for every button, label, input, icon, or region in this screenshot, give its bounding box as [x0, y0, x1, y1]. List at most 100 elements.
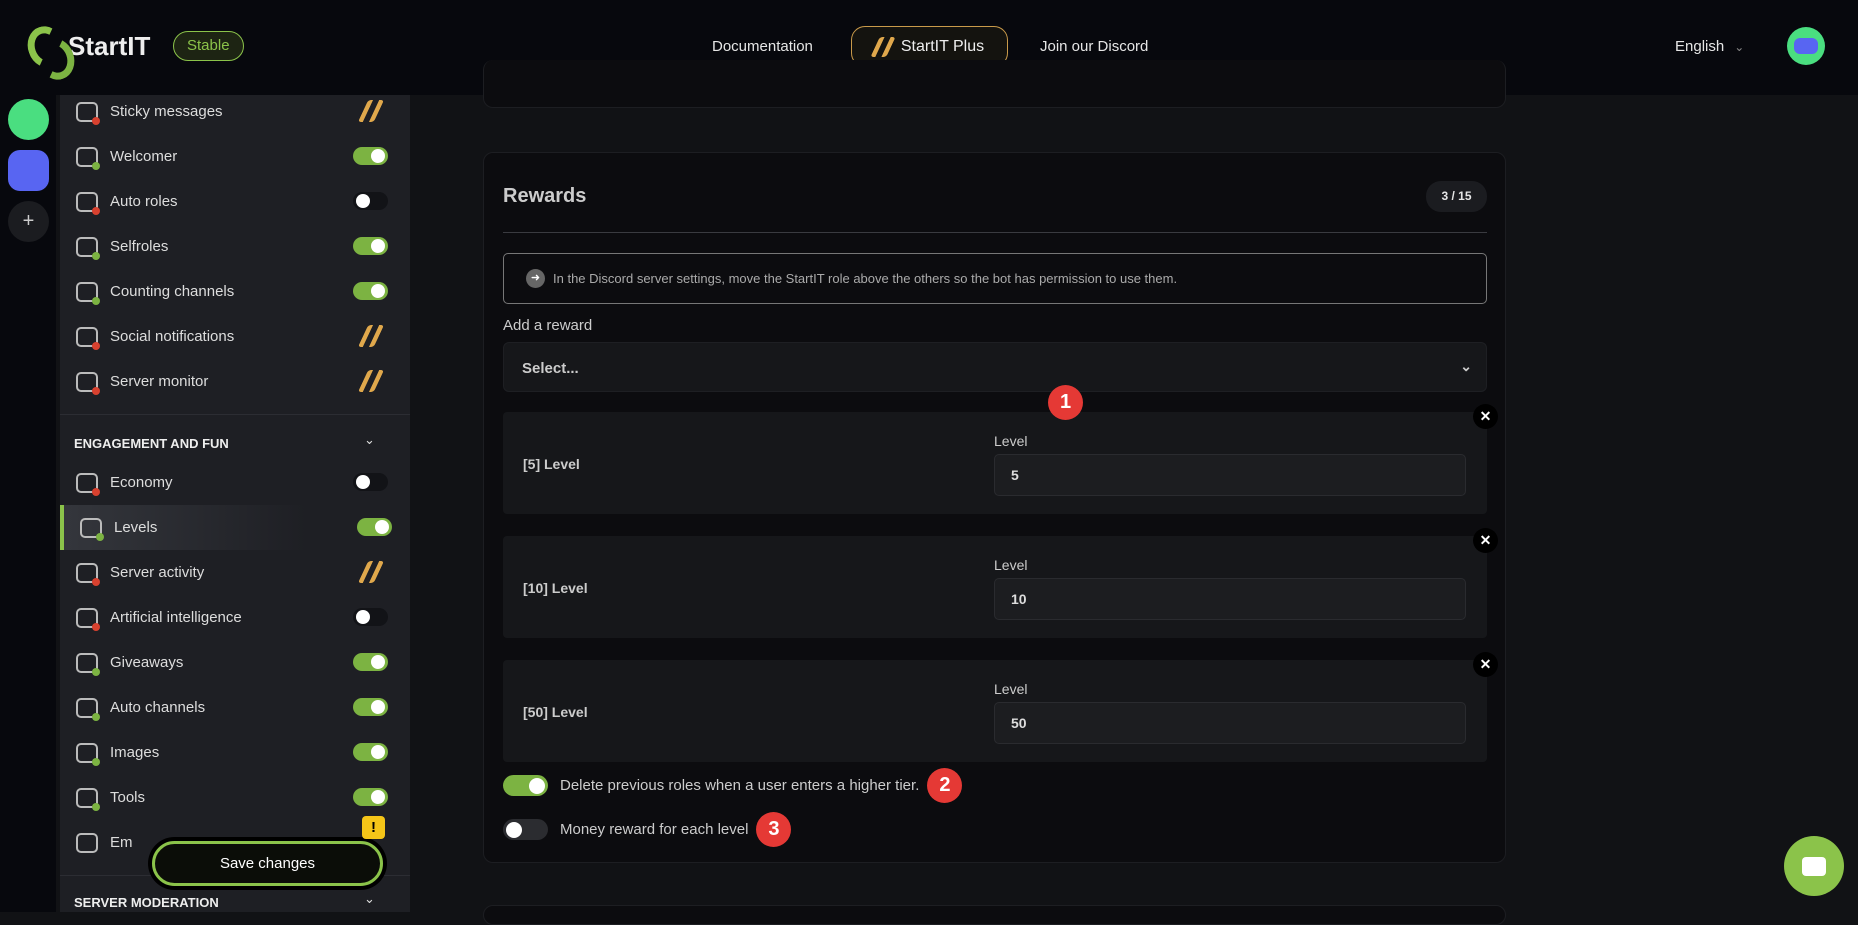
module-toggle[interactable]: [353, 473, 388, 491]
sidebar-item[interactable]: Artificial intelligence: [60, 595, 410, 640]
brand-name: StartIT: [68, 30, 151, 61]
status-dot: [96, 533, 104, 541]
delete-previous-roles-toggle[interactable]: [503, 775, 548, 796]
sidebar-item-label: Selfroles: [110, 238, 169, 255]
level-input[interactable]: 50: [994, 702, 1466, 744]
sidebar-item-label: Giveaways: [110, 654, 184, 671]
module-toggle[interactable]: [353, 788, 388, 806]
premium-icon: [357, 561, 385, 583]
level-label: Level: [994, 557, 1028, 573]
sidebar-item-label: Images: [110, 744, 160, 761]
save-changes-button[interactable]: Save changes: [152, 841, 383, 886]
chat-icon: [1802, 856, 1826, 876]
level-input[interactable]: 5: [994, 454, 1466, 496]
sidebar-item[interactable]: Giveaways: [60, 640, 410, 685]
status-dot: [92, 297, 100, 305]
module-toggle[interactable]: [357, 518, 392, 536]
premium-icon: [357, 370, 385, 392]
user-avatar[interactable]: [1787, 27, 1825, 65]
sidebar-item[interactable]: Em: [60, 820, 410, 865]
module-toggle[interactable]: [353, 147, 388, 165]
status-dot: [92, 623, 100, 631]
add-reward-select[interactable]: Select... ⌄: [503, 342, 1487, 392]
money-reward-toggle[interactable]: [503, 819, 548, 840]
module-icon: [76, 326, 98, 347]
module-icon: [80, 517, 102, 538]
sidebar-item[interactable]: Sticky messages: [60, 95, 410, 134]
delete-previous-roles-row[interactable]: Delete previous roles when a user enters…: [503, 768, 963, 803]
module-icon: [76, 146, 98, 167]
module-toggle[interactable]: [353, 192, 388, 210]
sidebar-item[interactable]: Selfroles: [60, 224, 410, 269]
annotation-marker: 2: [927, 768, 963, 803]
section-engagement[interactable]: ENGAGEMENT AND FUN: [74, 436, 229, 451]
rewards-card: Rewards 3 / 15 ➜ In the Discord server se…: [483, 152, 1506, 863]
divider: [503, 232, 1487, 233]
nav-documentation[interactable]: Documentation: [712, 38, 813, 55]
chevron-down-icon[interactable]: ⌄: [364, 891, 375, 906]
section-moderation[interactable]: SERVER MODERATION: [74, 895, 219, 910]
sidebar-item[interactable]: Tools: [60, 775, 410, 820]
module-toggle[interactable]: [353, 698, 388, 716]
nav-discord[interactable]: Join our Discord: [1040, 38, 1149, 55]
discord-avatar-icon: [1794, 38, 1818, 54]
sidebar-item-label: Auto roles: [110, 193, 178, 210]
sidebar-item[interactable]: Auto roles: [60, 179, 410, 224]
module-icon: [76, 191, 98, 212]
money-reward-label: Money reward for each level: [560, 821, 749, 838]
sidebar-item-label: Tools: [110, 789, 146, 806]
module-icon: [76, 832, 98, 853]
language-label: English: [1675, 38, 1725, 55]
delete-previous-roles-label: Delete previous roles when a user enters…: [560, 777, 920, 794]
sidebar-item[interactable]: Images: [60, 730, 410, 775]
sidebar-item[interactable]: Levels: [60, 505, 410, 550]
sidebar-item[interactable]: Welcomer: [60, 134, 410, 179]
server-icon-startit[interactable]: [8, 99, 49, 140]
module-icon: [76, 607, 98, 628]
chevron-down-icon: ⌄: [1460, 358, 1472, 374]
status-dot: [92, 668, 100, 676]
chat-button[interactable]: [1784, 836, 1844, 896]
chevron-down-icon[interactable]: ⌄: [364, 432, 375, 447]
module-toggle[interactable]: [353, 237, 388, 255]
remove-reward-close-icon[interactable]: ✕: [1473, 652, 1498, 677]
remove-reward-close-icon[interactable]: ✕: [1473, 528, 1498, 553]
module-icon: [76, 697, 98, 718]
sidebar-item[interactable]: Server monitor: [60, 359, 410, 404]
status-dot: [92, 578, 100, 586]
module-icon: [76, 652, 98, 673]
server-rail: +: [0, 95, 56, 912]
level-input[interactable]: 10: [994, 578, 1466, 620]
premium-icon: [870, 36, 896, 57]
module-toggle[interactable]: [353, 743, 388, 761]
sidebar: Sticky messages Welcomer Auto roles Selfrol…: [60, 95, 410, 912]
info-text: In the Discord server settings, move the…: [553, 271, 1178, 286]
add-server-icon[interactable]: +: [8, 201, 49, 242]
module-icon: [76, 472, 98, 493]
module-toggle[interactable]: [353, 608, 388, 626]
sidebar-item-label: Sticky messages: [110, 103, 223, 120]
status-dot: [92, 713, 100, 721]
reward-item: [10] Level Level 10 ✕: [503, 528, 1498, 638]
sidebar-item-label: Counting channels: [110, 283, 235, 300]
sidebar-item[interactable]: Economy: [60, 460, 410, 505]
status-dot: [92, 488, 100, 496]
sidebar-item-label: Welcomer: [110, 148, 178, 165]
logo[interactable]: StartIT: [28, 26, 150, 66]
remove-reward-close-icon[interactable]: ✕: [1473, 404, 1498, 429]
sidebar-item[interactable]: Auto channels: [60, 685, 410, 730]
module-toggle[interactable]: [353, 653, 388, 671]
server-icon-active[interactable]: [8, 150, 49, 191]
sidebar-item[interactable]: Counting channels: [60, 269, 410, 314]
money-reward-row[interactable]: Money reward for each level 3: [503, 812, 792, 847]
status-dot: [92, 387, 100, 395]
module-toggle[interactable]: [353, 282, 388, 300]
arrow-right-icon: ➜: [526, 269, 545, 288]
sidebar-item[interactable]: Social notifications: [60, 314, 410, 359]
module-icon: [76, 562, 98, 583]
sidebar-item[interactable]: Server activity: [60, 550, 410, 595]
status-dot: [92, 803, 100, 811]
reward-name: [5] Level: [523, 456, 580, 472]
sidebar-item-label: Artificial intelligence: [110, 609, 242, 626]
language-select[interactable]: English ⌄: [1675, 38, 1744, 55]
